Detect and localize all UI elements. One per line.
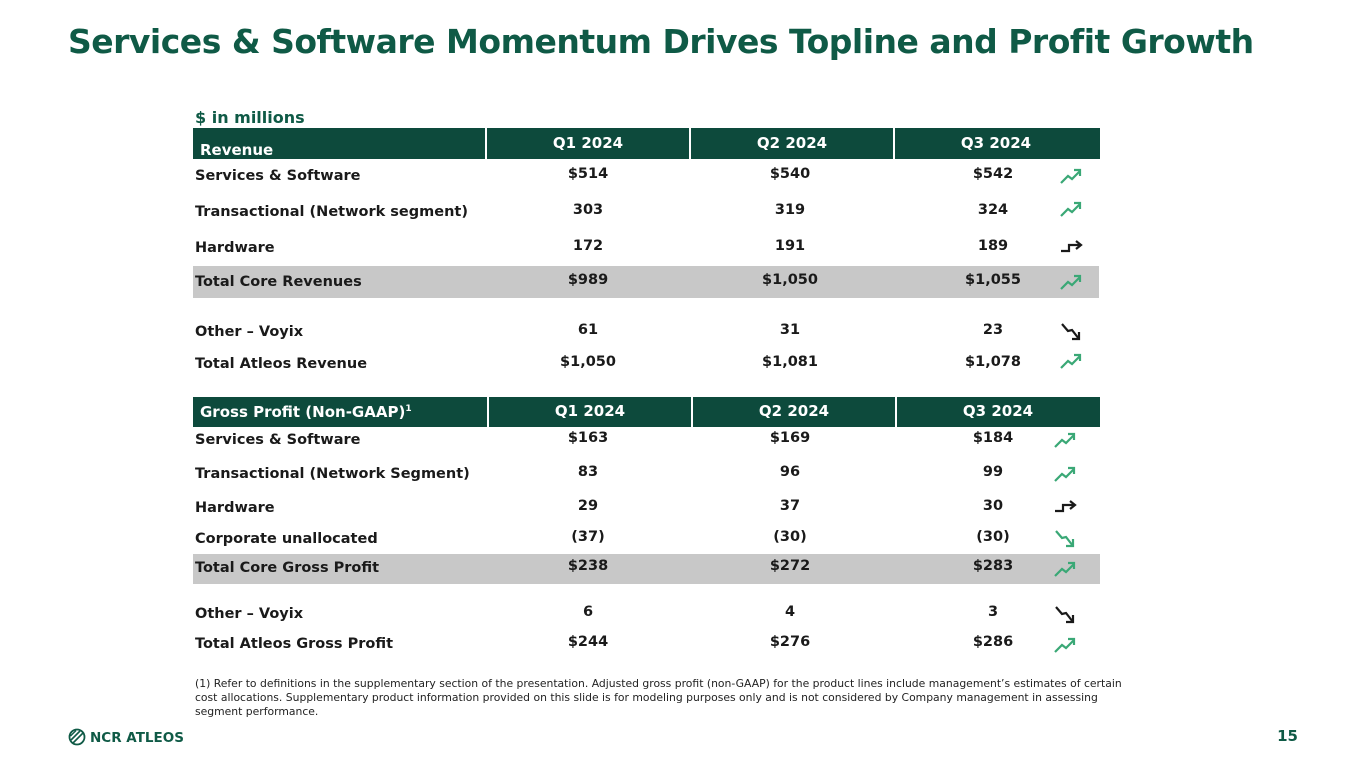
trend-up-icon	[1054, 637, 1076, 653]
row-q1-value: $989	[567, 272, 609, 288]
footnote: (1) Refer to definitions in the suppleme…	[195, 677, 1122, 718]
table-row: Hardware 29 37 30	[193, 496, 1100, 528]
row-q1-value: $1,050	[560, 354, 616, 370]
row-label: Corporate unallocated	[195, 531, 378, 547]
row-q1-value: $514	[567, 166, 609, 182]
revenue-header-q3: Q3 2024	[960, 134, 1032, 152]
trend-up-icon	[1054, 466, 1076, 482]
logo-text: NCR ATLEOS	[90, 730, 184, 746]
gross-profit-header-q1: Q1 2024	[554, 402, 626, 420]
row-q2-value: 319	[774, 202, 806, 218]
table-row: Transactional (Network segment) 303 319 …	[193, 197, 1100, 229]
row-q2-value: $540	[769, 166, 811, 182]
row-q2-value: $276	[769, 634, 811, 650]
row-q3-value: $283	[972, 558, 1014, 574]
table-row: Services & Software $514 $540 $542	[193, 162, 1100, 194]
page-number: 15	[1277, 727, 1298, 745]
gross-profit-header-q3: Q3 2024	[962, 402, 1034, 420]
trend-up-icon	[1054, 432, 1076, 448]
row-q3-value: 3	[987, 604, 999, 620]
row-label: Other – Voyix	[195, 606, 304, 622]
row-q1-value: $163	[567, 430, 609, 446]
row-q3-value: $542	[972, 166, 1014, 182]
row-q1-value: 61	[577, 322, 599, 338]
row-label: Hardware	[195, 240, 275, 256]
trend-down-icon	[1061, 323, 1081, 341]
row-q3-value: (30)	[976, 529, 1010, 545]
row-label: Total Core Gross Profit	[195, 560, 380, 576]
row-q3-value: $1,055	[965, 272, 1021, 288]
trend-down-green-icon	[1055, 530, 1075, 548]
trend-up-icon	[1060, 274, 1082, 290]
row-q2-value: 4	[784, 604, 796, 620]
gross-profit-table: Gross Profit (Non-GAAP)1 Q1 2024 Q2 2024…	[193, 397, 1100, 659]
trend-up-icon	[1054, 561, 1076, 577]
row-q2-value: $1,081	[762, 354, 818, 370]
page-title: Services & Software Momentum Drives Topl…	[68, 22, 1254, 61]
row-q1-value: 172	[572, 238, 604, 254]
row-label: Hardware	[195, 500, 275, 516]
table-row: Other – Voyix 6 4 3	[193, 602, 1100, 634]
row-q1-value: 83	[577, 464, 599, 480]
trend-up-icon	[1060, 201, 1082, 217]
row-q3-value: $184	[972, 430, 1014, 446]
row-q2-value: $1,050	[762, 272, 818, 288]
row-label: Services & Software	[195, 168, 361, 184]
ncr-atleos-logo-icon	[68, 728, 86, 746]
table-row-total: Total Core Revenues $989 $1,050 $1,055	[193, 266, 1099, 298]
row-q3-value: $286	[972, 634, 1014, 650]
row-label: Total Atleos Gross Profit	[195, 636, 394, 652]
table-row: Other – Voyix 61 31 23	[193, 316, 1100, 348]
trend-flat-icon	[1061, 240, 1083, 253]
table-row-total: Total Core Gross Profit $238 $272 $283	[193, 554, 1100, 584]
row-q3-value: $1,078	[965, 354, 1021, 370]
row-label: Services & Software	[195, 432, 361, 448]
table-row: Corporate unallocated (37) (30) (30)	[193, 526, 1100, 558]
gross-profit-header-q2: Q2 2024	[758, 402, 830, 420]
row-q2-value: (30)	[773, 529, 807, 545]
row-q1-value: (37)	[571, 529, 605, 545]
row-q2-value: 31	[779, 322, 801, 338]
row-label: Transactional (Network segment)	[195, 204, 468, 220]
row-q2-value: 96	[779, 464, 801, 480]
revenue-header-q1: Q1 2024	[552, 134, 624, 152]
table-row: Transactional (Network Segment) 83 96 99	[193, 461, 1100, 493]
revenue-header-label: Revenue	[200, 141, 274, 159]
row-q1-value: 29	[577, 498, 599, 514]
row-q2-value: 37	[779, 498, 801, 514]
gross-profit-header: Gross Profit (Non-GAAP)1 Q1 2024 Q2 2024…	[193, 397, 1100, 427]
row-q1-value: $238	[567, 558, 609, 574]
row-q2-value: $272	[769, 558, 811, 574]
row-q3-value: 189	[977, 238, 1009, 254]
row-label: Total Atleos Revenue	[195, 356, 368, 372]
row-q3-value: 30	[982, 498, 1004, 514]
row-q2-value: $169	[769, 430, 811, 446]
row-q1-value: 6	[582, 604, 594, 620]
trend-down-icon	[1055, 606, 1075, 624]
revenue-header-q2: Q2 2024	[756, 134, 828, 152]
row-q2-value: 191	[774, 238, 806, 254]
trend-flat-icon	[1055, 500, 1077, 513]
revenue-header: Revenue Q1 2024 Q2 2024 Q3 2024	[193, 128, 1100, 159]
row-q1-value: 303	[572, 202, 604, 218]
row-q3-value: 324	[977, 202, 1009, 218]
row-label: Total Core Revenues	[195, 274, 362, 290]
revenue-table: Revenue Q1 2024 Q2 2024 Q3 2024 Services…	[193, 128, 1100, 400]
trend-up-icon	[1060, 353, 1082, 369]
row-label: Other – Voyix	[195, 324, 304, 340]
row-q3-value: 99	[982, 464, 1004, 480]
row-q1-value: $244	[567, 634, 609, 650]
row-label: Transactional (Network Segment)	[195, 466, 470, 482]
table-row: Hardware 172 191 189	[193, 233, 1100, 265]
row-q3-value: 23	[982, 322, 1004, 338]
trend-up-icon	[1060, 168, 1082, 184]
table-row: Services & Software $163 $169 $184	[193, 428, 1100, 460]
gross-profit-header-label: Gross Profit (Non-GAAP)1	[200, 403, 412, 421]
table-row: Total Atleos Revenue $1,050 $1,081 $1,07…	[193, 350, 1100, 382]
table-row: Total Atleos Gross Profit $244 $276 $286	[193, 633, 1100, 665]
units-label: $ in millions	[195, 108, 305, 127]
